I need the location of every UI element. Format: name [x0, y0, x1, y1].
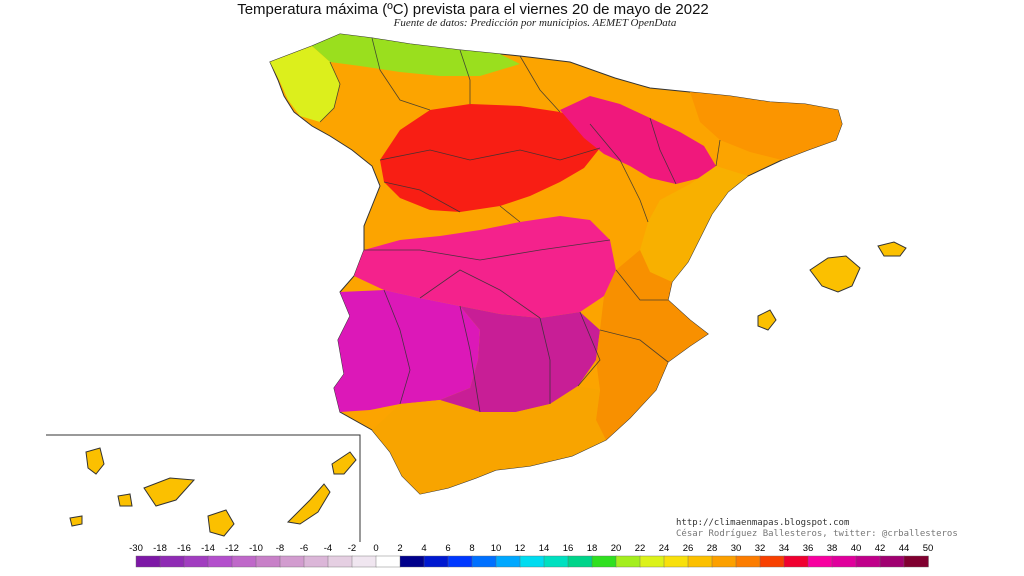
island-lanzarote	[331, 451, 357, 475]
legend-label: 28	[706, 543, 718, 554]
legend-swatch	[879, 555, 905, 568]
legend-label: -14	[201, 543, 215, 554]
region-center	[354, 216, 616, 318]
legend-label: -10	[249, 543, 263, 554]
legend-label: -2	[347, 543, 357, 554]
legend-swatch	[207, 555, 233, 568]
legend-swatch	[399, 555, 425, 568]
legend-swatch	[687, 555, 713, 568]
region-north-coast	[312, 34, 520, 76]
legend-swatch	[231, 555, 257, 568]
island-tenerife	[143, 477, 196, 507]
credits: http://climaenmapas.blogspot.com César R…	[676, 518, 958, 540]
legend-swatch	[615, 555, 641, 568]
legend-label: 6	[445, 543, 451, 554]
legend-swatch	[255, 555, 281, 568]
legend-swatch	[159, 555, 185, 568]
legend-swatch	[663, 555, 689, 568]
legend-swatch	[831, 555, 857, 568]
legend-swatch	[303, 555, 329, 568]
region-pyrenees	[690, 92, 842, 160]
legend-label: 20	[610, 543, 622, 554]
legend-swatch	[567, 555, 593, 568]
legend-swatch	[183, 555, 209, 568]
credits-url: http://climaenmapas.blogspot.com	[676, 518, 850, 528]
legend-swatch	[471, 555, 497, 568]
legend-swatch	[447, 555, 473, 568]
legend-label: 22	[634, 543, 646, 554]
legend-labels: -30 -18 -16 -14 -12 -10 -8 -6 -4 -2 0 2 4 6 8 10 12 14 16 1…	[0, 543, 1024, 555]
legend-label: 50	[922, 543, 934, 554]
legend-label: 12	[514, 543, 526, 554]
map-subtitle: Fuente de datos: Predicción por municipi…	[393, 17, 677, 29]
island-ibiza	[757, 309, 777, 331]
legend-label: 34	[778, 543, 790, 554]
legend-swatch	[135, 555, 161, 568]
legend-label: 18	[586, 543, 598, 554]
legend-label: 26	[682, 543, 694, 554]
credits-author: César Rodríguez Ballesteros, twitter: @c…	[676, 529, 958, 539]
legend-label: 16	[562, 543, 574, 554]
legend-label: -30	[129, 543, 143, 554]
legend-label: 42	[874, 543, 886, 554]
legend-swatch	[519, 555, 545, 568]
legend-swatch	[591, 555, 617, 568]
legend-swatch	[759, 555, 785, 568]
legend-label: -12	[225, 543, 239, 554]
legend-swatch	[735, 555, 761, 568]
island-gran-canaria	[207, 509, 235, 537]
legend-swatch	[711, 555, 737, 568]
legend-swatch	[783, 555, 809, 568]
island-mallorca	[809, 255, 861, 293]
region-south-coast	[372, 386, 606, 494]
legend-color-bar	[135, 555, 929, 568]
legend-label: 8	[469, 543, 475, 554]
region-extremadura	[334, 290, 480, 412]
legend-label: 38	[826, 543, 838, 554]
legend-label: 2	[397, 543, 403, 554]
legend-swatch	[279, 555, 305, 568]
legend-label: -6	[299, 543, 309, 554]
legend-swatch	[495, 555, 521, 568]
region-galicia	[270, 46, 340, 122]
legend-label: 36	[802, 543, 814, 554]
legend-swatch	[351, 555, 377, 568]
island-gomera	[117, 493, 133, 507]
legend-label: -8	[275, 543, 285, 554]
canary-inset-frame	[46, 434, 361, 542]
legend-swatch	[543, 555, 569, 568]
legend-label: 10	[490, 543, 502, 554]
legend-swatch	[855, 555, 881, 568]
island-hierro	[69, 515, 83, 527]
region-guadalquivir	[440, 306, 600, 412]
region-east-coast	[596, 250, 708, 440]
legend-swatch	[423, 555, 449, 568]
legend-label: 30	[730, 543, 742, 554]
legend-label: -18	[153, 543, 167, 554]
region-ebro	[560, 96, 716, 184]
legend-label: 0	[373, 543, 379, 554]
region-catalonia	[640, 166, 748, 282]
legend-label: -4	[323, 543, 333, 554]
legend-label: 24	[658, 543, 670, 554]
island-la-palma	[85, 447, 105, 475]
legend-label: -16	[177, 543, 191, 554]
map-title: Temperatura máxima (ºC) prevista para el…	[237, 1, 709, 18]
legend-label: 14	[538, 543, 550, 554]
region-duero	[380, 104, 600, 212]
legend-label: 40	[850, 543, 862, 554]
legend-label: 4	[421, 543, 427, 554]
legend-swatch	[903, 555, 929, 568]
island-menorca	[877, 241, 907, 257]
legend-swatch	[375, 555, 401, 568]
legend-swatch	[807, 555, 833, 568]
legend-label: 44	[898, 543, 910, 554]
island-fuerteventura	[286, 483, 331, 525]
legend-label: 32	[754, 543, 766, 554]
legend-swatch	[639, 555, 665, 568]
legend-swatch	[327, 555, 353, 568]
province-borders	[319, 37, 721, 413]
